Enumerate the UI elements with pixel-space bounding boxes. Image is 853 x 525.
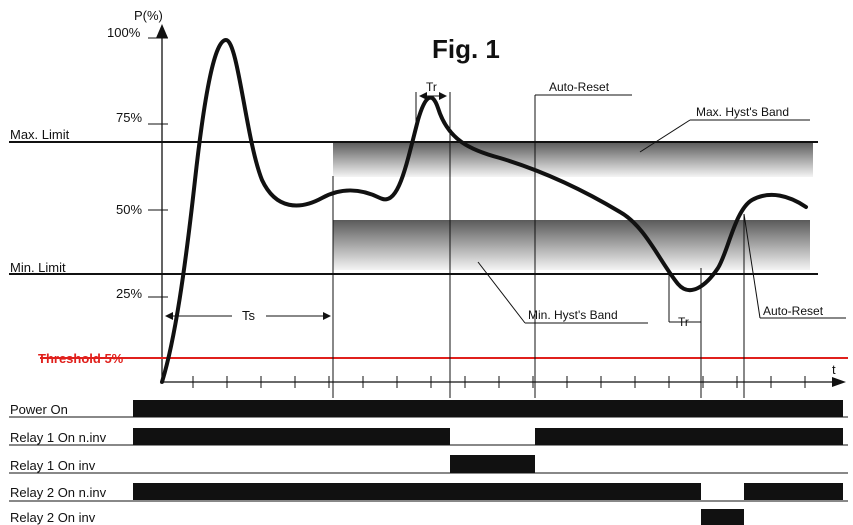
timing-label-relay2-inv: Relay 2 On inv [10, 510, 96, 525]
y-tick-75: 75% [116, 110, 142, 125]
y-tick-100: 100% [107, 25, 141, 40]
signal-relay1-inv [450, 455, 535, 473]
x-ticks [192, 376, 806, 388]
tr-bottom-label: Tr [678, 315, 689, 329]
y-ticks [148, 37, 168, 298]
signal-relay2-ninv-b [744, 483, 843, 500]
process-curve [160, 37, 808, 384]
ts-label: Ts [242, 308, 256, 323]
timing-label-relay1-inv: Relay 1 On inv [10, 458, 96, 473]
y-tick-25: 25% [116, 286, 142, 301]
auto-reset-right-label: Auto-Reset [763, 304, 824, 318]
max-hyst-label: Max. Hyst's Band [696, 105, 789, 119]
auto-reset-top-label: Auto-Reset [549, 80, 610, 94]
timing-label-relay1-ninv: Relay 1 On n.inv [10, 430, 107, 445]
tr-top-label: Tr [426, 80, 437, 94]
y-axis-label: P(%) [134, 8, 163, 23]
min-limit-label: Min. Limit [10, 260, 66, 275]
min-hyst-band [333, 220, 810, 270]
timing-label-power-on: Power On [10, 402, 68, 417]
y-tick-50: 50% [116, 202, 142, 217]
max-hyst-band [333, 142, 813, 177]
auto-reset-right-leader [743, 213, 761, 319]
y-axis-arrow [156, 24, 168, 38]
signal-relay1-ninv-a [133, 428, 450, 445]
threshold-label: Threshold 5% [38, 351, 124, 366]
x-axis-arrow [832, 377, 846, 387]
signal-relay2-ninv-a [133, 483, 701, 500]
signal-relay1-ninv-b [535, 428, 843, 445]
timing-label-relay2-ninv: Relay 2 On n.inv [10, 485, 107, 500]
event-lines [332, 92, 745, 398]
min-hyst-label: Min. Hyst's Band [528, 308, 618, 322]
max-limit-label: Max. Limit [10, 127, 70, 142]
signal-power-on [133, 400, 843, 417]
max-hyst-leader [639, 119, 691, 153]
min-hyst-leader [477, 261, 526, 324]
signal-relay2-inv [701, 509, 744, 525]
x-axis-label: t [832, 362, 836, 377]
figure-title: Fig. 1 [432, 34, 500, 64]
